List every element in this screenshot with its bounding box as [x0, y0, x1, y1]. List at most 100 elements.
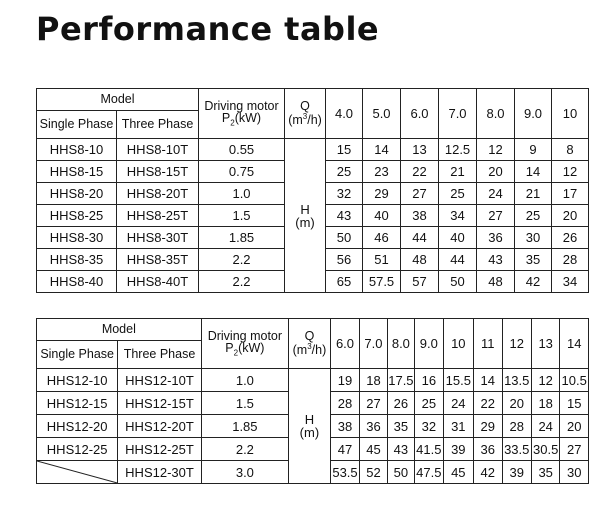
single-phase-model: HHS12-15: [35, 391, 119, 415]
single-phase-model: HHS8-40: [36, 270, 117, 293]
head-value: 47: [329, 437, 361, 461]
head-value: 42: [514, 270, 553, 293]
motor-power: 2.2: [198, 248, 286, 271]
head-value: 15: [559, 391, 589, 415]
head-value: 35: [530, 460, 561, 484]
model-header: Model: [35, 88, 200, 111]
head-value: 18: [359, 368, 388, 392]
head-value: 57.5: [362, 270, 402, 293]
head-value: 40: [438, 226, 478, 249]
head-value: 50: [386, 460, 416, 484]
single-phase-model: HHS12-20: [35, 414, 119, 438]
motor-power: 1.5: [200, 391, 290, 415]
head-value: 15: [325, 138, 364, 161]
head-value: 44: [400, 226, 440, 249]
head-value: 28: [329, 391, 361, 415]
three-phase-model: HHS12-15T: [117, 391, 202, 415]
flow-value: 4.0: [325, 88, 364, 139]
head-value: 29: [473, 414, 503, 438]
head-value: 22: [473, 391, 503, 415]
head-value: 34: [551, 270, 590, 293]
head-value: 45: [359, 437, 388, 461]
single-phase-model: HHS8-10: [36, 138, 117, 161]
head-value: 43: [476, 248, 516, 271]
head-value: 45: [442, 460, 475, 484]
three-phase-model: HHS8-10T: [115, 138, 200, 161]
head-value: 17: [551, 182, 590, 205]
flow-value: 9.0: [514, 88, 553, 139]
motor-power: 1.0: [200, 368, 290, 392]
head-value: 65: [325, 270, 364, 293]
head-value: 12: [476, 138, 516, 161]
head-value: 25: [414, 391, 444, 415]
three-phase-model: HHS12-30T: [117, 460, 202, 484]
head-value: 22: [400, 160, 440, 183]
head-value: 27: [476, 204, 516, 227]
head-value: 24: [442, 391, 475, 415]
head-value: 15.5: [442, 368, 475, 392]
head-value: 53.5: [329, 460, 361, 484]
head-unit-label: H (m): [284, 138, 327, 293]
driving-motor-header: Driving motor P2(kW): [198, 88, 286, 139]
head-value: 20: [559, 414, 589, 438]
head-value: 32: [325, 182, 364, 205]
head-value: 35: [386, 414, 416, 438]
three-phase-header: Three Phase: [115, 110, 200, 139]
flow-header: Q (m3/h): [288, 318, 331, 369]
head-value: 47.5: [414, 460, 444, 484]
three-phase-model: HHS8-35T: [115, 248, 200, 271]
head-value: 50: [325, 226, 364, 249]
head-value: 27: [559, 437, 589, 461]
head-value: 20: [551, 204, 590, 227]
head-value: 24: [476, 182, 516, 205]
head-value: 14: [362, 138, 402, 161]
flow-value: 13: [530, 318, 561, 369]
head-value: 30.5: [530, 437, 561, 461]
head-value: 44: [438, 248, 478, 271]
single-phase-header: Single Phase: [36, 110, 117, 139]
head-value: 18: [530, 391, 561, 415]
motor-power: 1.85: [198, 226, 286, 249]
flow-value: 14: [559, 318, 589, 369]
head-value: 25: [514, 204, 553, 227]
flow-header: Q (m3/h): [284, 88, 327, 139]
head-value: 27: [400, 182, 440, 205]
three-phase-model: HHS8-25T: [115, 204, 200, 227]
motor-power: 1.85: [200, 414, 290, 438]
head-value: 36: [473, 437, 503, 461]
three-phase-model: HHS12-25T: [117, 437, 202, 461]
head-value: 13.5: [501, 368, 532, 392]
head-value: 16: [414, 368, 444, 392]
single-phase-model: HHS8-30: [36, 226, 117, 249]
head-value: 36: [476, 226, 516, 249]
single-phase-model: HHS8-20: [36, 182, 117, 205]
single-phase-model: HHS12-10: [35, 368, 119, 392]
head-value: 12: [551, 160, 590, 183]
head-value: 32: [414, 414, 444, 438]
flow-value: 8.0: [386, 318, 416, 369]
head-value: 14: [473, 368, 503, 392]
head-value: 35: [514, 248, 553, 271]
three-phase-model: HHS8-40T: [115, 270, 200, 293]
head-unit-label: H (m): [288, 368, 331, 484]
flow-value: 12: [501, 318, 532, 369]
single-phase-model: HHS8-15: [36, 160, 117, 183]
head-value: 23: [362, 160, 402, 183]
motor-power: 1.0: [198, 182, 286, 205]
head-value: 48: [476, 270, 516, 293]
head-value: 31: [442, 414, 475, 438]
flow-value: 10: [551, 88, 590, 139]
three-phase-model: HHS8-20T: [115, 182, 200, 205]
head-value: 26: [551, 226, 590, 249]
head-value: 9: [514, 138, 553, 161]
single-phase-model: HHS8-25: [36, 204, 117, 227]
head-value: 39: [442, 437, 475, 461]
flow-value: 10: [442, 318, 475, 369]
single-phase-header: Single Phase: [35, 340, 119, 369]
head-value: 26: [386, 391, 416, 415]
head-value: 30: [514, 226, 553, 249]
head-value: 28: [501, 414, 532, 438]
head-value: 57: [400, 270, 440, 293]
head-value: 40: [362, 204, 402, 227]
page-title: Performance table: [36, 10, 380, 48]
